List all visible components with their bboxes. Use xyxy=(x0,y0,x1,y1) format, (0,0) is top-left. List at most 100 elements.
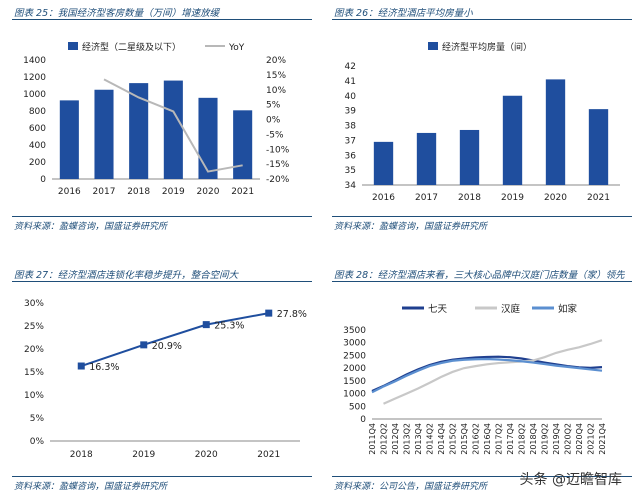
legend-label: 经济型平均房量（间） xyxy=(442,41,532,53)
y-tick-label: 42 xyxy=(345,62,356,72)
y2-tick-label: -20% xyxy=(266,175,290,185)
y-tick-label: 39 xyxy=(345,107,357,117)
series-line xyxy=(371,357,603,394)
x-tick-label: 2016Q2 xyxy=(472,423,481,455)
source-rule xyxy=(12,216,312,217)
y2-tick-label: -5% xyxy=(266,130,284,140)
x-tick-label: 2015Q4 xyxy=(460,423,469,455)
y-tick-label: 800 xyxy=(29,107,46,117)
y-tick-label: 34 xyxy=(345,181,357,191)
bar xyxy=(198,97,218,179)
y-tick-label: 2000 xyxy=(343,364,366,374)
bar xyxy=(129,83,149,179)
y2-tick-label: 5% xyxy=(266,101,281,111)
x-tick-label: 2013Q2 xyxy=(403,423,412,455)
x-tick-label: 2019Q2 xyxy=(541,423,550,455)
y-tick-label: 25% xyxy=(24,322,44,332)
bar xyxy=(588,109,609,185)
x-tick-label: 2019 xyxy=(162,187,185,197)
bar xyxy=(94,89,114,179)
legend-label: 汉庭 xyxy=(501,303,521,315)
data-point xyxy=(202,321,210,329)
x-tick-label: 2018 xyxy=(70,450,93,460)
x-tick-label: 2019Q4 xyxy=(552,423,561,455)
x-tick-label: 2018Q4 xyxy=(529,423,538,455)
series-line xyxy=(371,355,603,393)
x-tick-label: 2020Q2 xyxy=(564,423,573,455)
y-tick-label: 1400 xyxy=(23,56,46,66)
source-rule xyxy=(332,476,632,477)
data-label: 25.3% xyxy=(214,321,244,332)
x-tick-label: 2016Q4 xyxy=(483,423,492,455)
chart-28-svg: 七天 汉庭 如家 0 500 1000 1500 2000 2500 3000 3500 2011Q4… xyxy=(343,303,607,455)
x-tick-label: 2021 xyxy=(257,450,280,460)
legend-swatch-bar xyxy=(428,42,438,50)
y2-tick-label: 0% xyxy=(266,116,281,126)
x-tick-label: 2016 xyxy=(58,187,81,197)
x-tick-label: 2012Q2 xyxy=(380,423,389,455)
y-tick-label: 1500 xyxy=(343,377,366,387)
x-tick-label: 2019 xyxy=(132,450,155,460)
chart-27-svg: 0% 5% 10% 15% 20% 25% 30% 2018 2019 2020 2021 16.3%… xyxy=(24,299,307,460)
x-tick-label: 2014Q2 xyxy=(426,423,435,455)
y-tick-label: 1000 xyxy=(23,90,46,100)
bar xyxy=(545,79,566,185)
bar xyxy=(416,132,437,185)
chart-source: 资料来源：盈蝶咨询，国盛证券研究所 xyxy=(14,482,168,492)
y-tick-label: 0 xyxy=(360,415,366,425)
bar xyxy=(233,110,253,179)
y2-tick-label: 15% xyxy=(266,71,286,81)
x-tick-label: 2019 xyxy=(501,193,524,203)
bar xyxy=(59,100,79,179)
y-tick-label: 10% xyxy=(24,391,44,401)
y-tick-label: 500 xyxy=(349,402,366,412)
x-tick-label: 2021Q4 xyxy=(598,423,607,455)
y2-tick-label: 10% xyxy=(266,86,286,96)
y2-tick-label: -15% xyxy=(266,160,290,170)
chart-panel-26: 图表 26：经济型酒店平均房量小 经济型平均房量（间） 34 35 36 37 38 39 4… xyxy=(320,0,640,245)
bar xyxy=(459,129,480,185)
y-tick-label: 600 xyxy=(29,124,46,134)
x-tick-label: 2020Q4 xyxy=(575,423,584,455)
data-point xyxy=(140,341,148,349)
y-tick-label: 0% xyxy=(30,437,45,447)
y-tick-label: 3000 xyxy=(343,339,366,349)
y-tick-label: 5% xyxy=(30,414,45,424)
x-tick-label: 2014Q4 xyxy=(437,423,446,455)
data-label: 16.3% xyxy=(89,362,119,373)
chart-source: 资料来源：盈蝶咨询，国盛证券研究所 xyxy=(334,222,488,232)
watermark-text: 头条 @迈瞻智库 xyxy=(519,472,622,488)
x-tick-label: 2021 xyxy=(587,193,610,203)
chart-title: 图表 25：我国经济型客房数量（万间）增速放缓 xyxy=(14,8,220,19)
y-tick-label: 2500 xyxy=(343,351,366,361)
chart-panel-28: 图表 28：经济型酒店来看，三大核心品牌中汉庭门店数量（家）领先 七天 汉庭 如家 0… xyxy=(320,262,640,499)
x-tick-label: 2011Q4 xyxy=(368,423,377,455)
x-tick-label: 2021Q2 xyxy=(587,423,596,455)
x-tick-label: 2015Q2 xyxy=(449,423,458,455)
title-rule xyxy=(332,281,632,282)
chart-26-svg: 经济型平均房量（间） 34 35 36 37 38 39 40 41 42 2016 2017 2018… xyxy=(345,41,620,203)
x-tick-label: 2012Q4 xyxy=(391,423,400,455)
x-tick-label: 2017 xyxy=(93,187,116,197)
data-point xyxy=(77,362,85,370)
x-tick-label: 2013Q4 xyxy=(414,423,423,455)
x-tick-label: 2017 xyxy=(415,193,438,203)
title-rule xyxy=(332,19,632,20)
bar xyxy=(163,80,183,179)
y-tick-label: 3500 xyxy=(343,326,366,336)
title-rule xyxy=(12,19,312,20)
y-tick-label: 36 xyxy=(345,151,357,161)
yoy-line xyxy=(103,78,243,173)
x-tick-label: 2017Q4 xyxy=(506,423,515,455)
chart-panel-25: 图表 25：我国经济型客房数量（万间）增速放缓 经济型（二星级及以下） YoY 0 2… xyxy=(0,0,320,245)
y-tick-label: 35 xyxy=(345,166,356,176)
x-tick-label: 2017Q2 xyxy=(495,423,504,455)
legend-label: 七天 xyxy=(428,304,448,315)
x-tick-label: 2021 xyxy=(231,187,254,197)
source-rule xyxy=(332,216,632,217)
data-label: 27.8% xyxy=(277,309,307,320)
legend-label: 经济型（二星级及以下） xyxy=(82,41,181,53)
x-tick-label: 2018 xyxy=(127,187,150,197)
chart-25-svg: 经济型（二星级及以下） YoY 0 200 400 600 800 1000 1200 1400 -… xyxy=(23,41,290,197)
series-line xyxy=(383,339,603,405)
